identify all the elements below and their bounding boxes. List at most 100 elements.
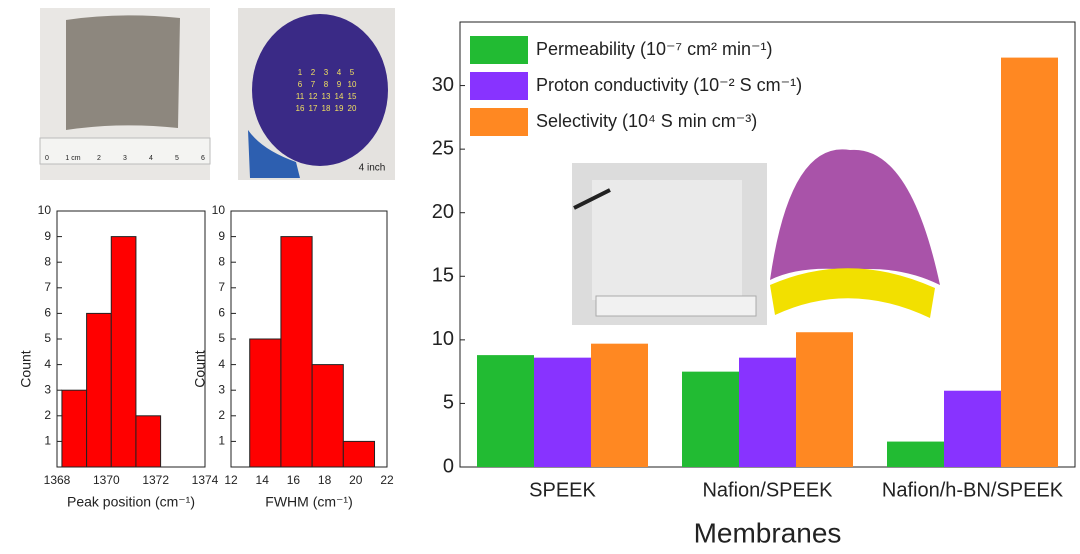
histogram-bar: [281, 237, 312, 467]
wafer-label: 20: [348, 104, 357, 113]
histogram-bar: [250, 339, 281, 467]
x-tick-label: 12: [224, 473, 238, 487]
y-tick-label: 4: [218, 357, 225, 371]
y-tick-label: 9: [218, 229, 225, 243]
y-tick-label: 6: [44, 306, 51, 320]
membrane-illustration: [770, 149, 940, 285]
support-illustration: [770, 268, 935, 318]
bar: [1001, 58, 1058, 467]
x-tick-label: 16: [287, 473, 301, 487]
legend-label: Permeability (10⁻⁷ cm² min⁻¹): [536, 39, 773, 59]
legend-swatch: [470, 108, 528, 136]
wafer-label: 2: [311, 68, 316, 77]
y-tick-label: 4: [44, 357, 51, 371]
wafer-caption: 4 inch: [359, 163, 386, 174]
y-tick-label: 1: [218, 434, 225, 448]
ruler-label: 0: [45, 155, 49, 162]
legend-label: Selectivity (10⁴ S min cm⁻³): [536, 111, 757, 131]
legend-swatch: [470, 36, 528, 64]
wafer-label: 5: [350, 68, 355, 77]
bar: [739, 358, 796, 467]
y-tick-label: 25: [432, 137, 454, 159]
y-tick-label: 20: [432, 201, 454, 223]
y-tick-label: 7: [218, 280, 225, 294]
x-tick-label: Nafion/h-BN/SPEEK: [882, 479, 1064, 501]
y-tick-label: 7: [44, 280, 51, 294]
legend-label: Proton conductivity (10⁻² S cm⁻¹): [536, 75, 802, 95]
x-tick-label: 1374: [192, 473, 219, 487]
membrane: [592, 180, 742, 300]
wafer-label: 16: [296, 104, 305, 113]
x-tick-label: Nafion/SPEEK: [702, 479, 833, 501]
ruler-label: 5: [175, 155, 179, 162]
x-tick-label: 22: [380, 473, 394, 487]
wafer-label: 14: [335, 92, 344, 101]
wafer-label: 6: [298, 80, 303, 89]
y-tick-label: 3: [44, 382, 51, 396]
inset-ruler: [596, 296, 756, 316]
wafer-label: 18: [322, 104, 331, 113]
wafer-label: 4: [337, 68, 342, 77]
y-axis-title: Count: [18, 350, 34, 387]
film: [66, 15, 180, 130]
x-tick-label: 18: [318, 473, 332, 487]
bar: [682, 372, 739, 467]
histogram-bar: [111, 237, 136, 467]
wafer-label: 10: [348, 80, 357, 89]
ruler-label: 1 cm: [65, 155, 80, 162]
y-tick-label: 8: [44, 254, 51, 268]
bar: [534, 358, 591, 467]
x-axis-title: Peak position (cm⁻¹): [67, 494, 195, 510]
wafer-label: 7: [311, 80, 316, 89]
y-axis-title: Count: [192, 350, 208, 387]
histogram-bar: [62, 390, 87, 467]
y-tick-label: 3: [218, 382, 225, 396]
wafer-label: 1: [298, 68, 303, 77]
x-axis-title: FWHM (cm⁻¹): [265, 494, 352, 510]
wafer-label: 9: [337, 80, 342, 89]
wafer-label: 17: [309, 104, 318, 113]
y-tick-label: 0: [443, 455, 454, 477]
histogram-bar: [312, 365, 343, 467]
wafer-label: 11: [296, 92, 305, 101]
x-tick-label: 14: [256, 473, 270, 487]
legend-swatch: [470, 72, 528, 100]
y-tick-label: 30: [432, 74, 454, 96]
wafer-label: 12: [309, 92, 318, 101]
x-tick-label: SPEEK: [529, 479, 596, 501]
x-tick-label: 1372: [142, 473, 169, 487]
bar: [477, 355, 534, 467]
wafer-label: 19: [335, 104, 344, 113]
ruler-label: 2: [97, 155, 101, 162]
x-tick-label: 1368: [44, 473, 71, 487]
wafer-label: 8: [324, 80, 329, 89]
x-axis-title: Membranes: [694, 517, 842, 548]
y-tick-label: 1: [44, 434, 51, 448]
y-tick-label: 5: [443, 392, 454, 414]
x-tick-label: 20: [349, 473, 363, 487]
y-tick-label: 15: [432, 265, 454, 287]
y-tick-label: 6: [218, 306, 225, 320]
ruler-label: 6: [201, 155, 205, 162]
histogram-bar: [87, 313, 112, 467]
figure: 01 cm234564 inch123456789101112131415161…: [0, 0, 1080, 554]
bar: [944, 391, 1001, 467]
wafer-label: 3: [324, 68, 329, 77]
y-tick-label: 2: [218, 408, 225, 422]
bar: [796, 332, 853, 467]
y-tick-label: 5: [218, 331, 225, 345]
bar: [591, 344, 648, 467]
wafer: [252, 14, 388, 166]
y-tick-label: 2: [44, 408, 51, 422]
histogram-bar: [136, 416, 161, 467]
bar: [887, 442, 944, 467]
y-tick-label: 10: [38, 203, 52, 217]
y-tick-label: 5: [44, 331, 51, 345]
y-tick-label: 8: [218, 254, 225, 268]
ruler-label: 4: [149, 155, 153, 162]
y-tick-label: 10: [432, 328, 454, 350]
y-tick-label: 9: [44, 229, 51, 243]
ruler-label: 3: [123, 155, 127, 162]
histogram-bar: [343, 441, 374, 467]
wafer-label: 15: [348, 92, 357, 101]
